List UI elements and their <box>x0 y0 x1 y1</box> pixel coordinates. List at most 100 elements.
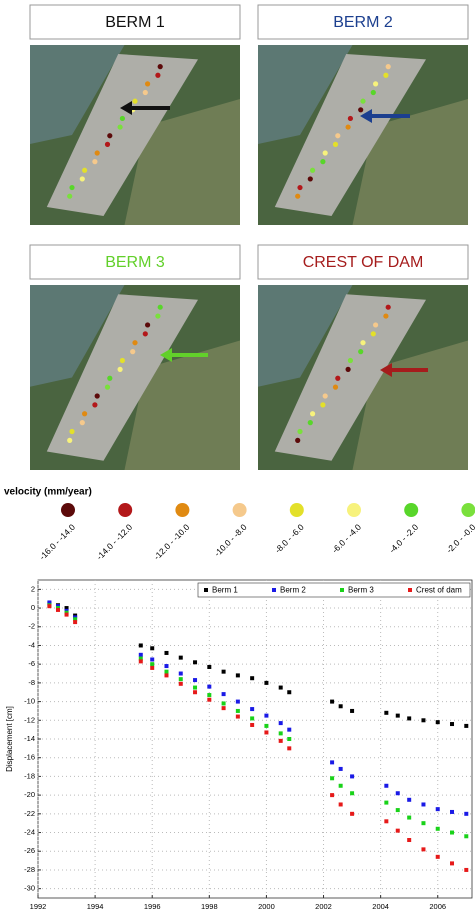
map-point <box>335 133 340 138</box>
map-point <box>155 73 160 78</box>
map-point <box>348 358 353 363</box>
point <box>193 690 197 694</box>
point <box>164 651 168 655</box>
point <box>464 724 468 728</box>
map-point <box>82 168 87 173</box>
map-point <box>386 305 391 310</box>
point <box>287 737 291 741</box>
map-point <box>371 331 376 336</box>
point <box>179 677 183 681</box>
panel-title: BERM 2 <box>333 14 393 31</box>
velocity-swatch <box>290 503 304 517</box>
point <box>193 686 197 690</box>
point <box>193 660 197 664</box>
velocity-swatch <box>461 503 475 517</box>
y-tick-label: 0 <box>31 603 35 612</box>
point <box>164 664 168 668</box>
map-point <box>348 116 353 121</box>
point <box>287 746 291 750</box>
x-tick-label: 1998 <box>201 902 218 911</box>
velocity-swatch <box>233 503 247 517</box>
map-point <box>371 90 376 95</box>
velocity-label: -16.0 - -14.0 <box>37 522 77 562</box>
map <box>258 45 468 225</box>
y-axis-label: Displacement [cm] <box>5 706 14 772</box>
point <box>350 812 354 816</box>
map-point <box>335 376 340 381</box>
map-point <box>308 176 313 181</box>
y-tick-label: -12 <box>24 715 35 724</box>
point <box>236 709 240 713</box>
map-point <box>107 133 112 138</box>
map-point <box>346 124 351 129</box>
map-point <box>383 313 388 318</box>
point <box>250 676 254 680</box>
point <box>339 704 343 708</box>
point <box>279 731 283 735</box>
map-point <box>145 81 150 86</box>
map-point <box>92 402 97 407</box>
map-point <box>155 313 160 318</box>
map-point <box>386 64 391 69</box>
point <box>464 812 468 816</box>
point <box>330 793 334 797</box>
map-point <box>145 322 150 327</box>
y-tick-label: -2 <box>28 622 35 631</box>
page: {"panels": [ {"title": "BERM 1", "color"… <box>0 0 475 915</box>
point <box>421 718 425 722</box>
point <box>250 707 254 711</box>
point <box>250 716 254 720</box>
point <box>139 659 143 663</box>
map-point <box>118 124 123 129</box>
map-point <box>323 150 328 155</box>
y-tick-label: -28 <box>24 865 35 874</box>
map-point <box>67 438 72 443</box>
point <box>450 722 454 726</box>
panel-title: BERM 1 <box>105 14 165 31</box>
legend-label: Berm 1 <box>212 586 238 595</box>
point <box>407 838 411 842</box>
point <box>279 739 283 743</box>
point <box>264 714 268 718</box>
velocity-swatch <box>175 503 189 517</box>
y-tick-label: -16 <box>24 753 35 762</box>
legend-label: Crest of dam <box>416 586 462 595</box>
x-tick-label: 1994 <box>87 902 104 911</box>
point <box>339 767 343 771</box>
point <box>56 608 60 612</box>
velocity-label: -10.0 - -8.0 <box>212 522 249 559</box>
point <box>384 819 388 823</box>
map-point <box>295 194 300 199</box>
point <box>450 861 454 865</box>
y-tick-label: 2 <box>31 584 35 593</box>
map <box>258 285 468 470</box>
velocity-label: -12.0 - -10.0 <box>152 522 192 562</box>
map-point <box>373 81 378 86</box>
point <box>407 798 411 802</box>
map-point <box>67 194 72 199</box>
map-point <box>333 385 338 390</box>
map-point <box>107 376 112 381</box>
point <box>436 720 440 724</box>
map-point <box>143 331 148 336</box>
map-point <box>308 420 313 425</box>
point <box>350 774 354 778</box>
point <box>139 643 143 647</box>
panel-title: CREST OF DAM <box>303 254 424 271</box>
point <box>179 682 183 686</box>
map-point <box>105 385 110 390</box>
point <box>73 620 77 624</box>
map-point <box>132 340 137 345</box>
map-point <box>120 116 125 121</box>
point <box>407 816 411 820</box>
point <box>396 791 400 795</box>
map-point <box>358 107 363 112</box>
point <box>207 665 211 669</box>
point <box>250 723 254 727</box>
point <box>164 673 168 677</box>
point <box>421 821 425 825</box>
y-tick-label: -14 <box>24 734 35 743</box>
map-point <box>297 429 302 434</box>
legend-marker <box>408 588 412 592</box>
x-tick-label: 2002 <box>315 902 332 911</box>
